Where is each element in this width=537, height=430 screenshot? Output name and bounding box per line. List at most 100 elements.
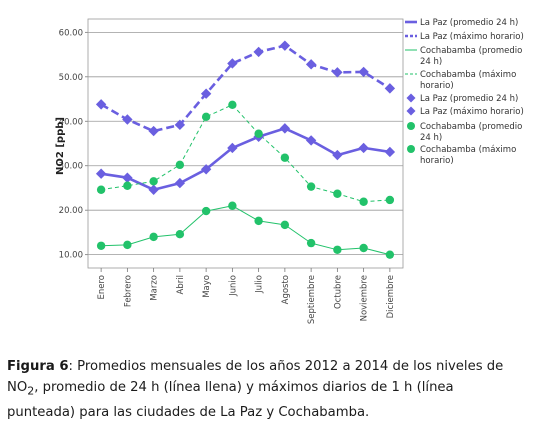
x-tick-label: Septiembre: [307, 275, 317, 324]
data-point: [174, 177, 186, 189]
legend-swatch: [407, 145, 415, 153]
y-tick-labels: 10.00 20.00 30.00 40.00 50.00 60.00: [59, 28, 83, 260]
y-tick-label: 20.00: [59, 206, 83, 216]
y-tick-label: 50.00: [59, 73, 83, 83]
legend-label: Cochabamba (promedio 24 h): [420, 122, 522, 143]
legend-item: La Paz (máximo horario): [405, 32, 524, 42]
y-tick-label: 10.00: [59, 251, 83, 261]
y-tick-label: 60.00: [59, 28, 83, 38]
legend-item: La Paz (promedio 24 h): [405, 18, 518, 28]
legend-item: Cochabamba (máximo horario): [407, 145, 516, 166]
data-point: [333, 245, 342, 254]
data-point: [384, 83, 396, 94]
data-point: [358, 66, 369, 78]
figure-caption: Figura 6: Promedios mensuales de los año…: [7, 356, 512, 423]
legend: La Paz (promedio 24 h) La Paz (máximo hor…: [405, 18, 524, 166]
data-point: [96, 185, 106, 194]
data-point: [332, 149, 343, 161]
data-point: [175, 230, 185, 239]
data-point: [254, 129, 263, 138]
data-point: [333, 189, 342, 198]
data-point: [201, 206, 211, 216]
data-point: [358, 142, 369, 154]
legend-item: Cochabamba (promedio 24 h): [407, 122, 522, 143]
y-tick-label: 30.00: [59, 162, 83, 172]
data-point: [175, 160, 185, 170]
data-point: [200, 164, 212, 175]
no2-line-chart: 10.00 20.00 30.00 40.00 50.00 60.00 Enero Febr…: [55, 18, 524, 324]
legend-swatch: [407, 122, 415, 130]
data-point: [306, 182, 316, 191]
caption-subscript: 2: [27, 384, 35, 398]
data-point: [305, 59, 317, 70]
x-tick-label: Abril: [176, 275, 186, 294]
legend-label: La Paz (promedio 24 h): [420, 18, 518, 28]
data-point: [122, 172, 133, 183]
legend-item: Cochabamba (máximo horario): [405, 70, 516, 91]
data-point: [359, 243, 368, 253]
series-markers: [95, 40, 396, 259]
x-tick-label: Julio: [255, 275, 265, 294]
x-tick-label: Mayo: [202, 275, 212, 298]
legend-label: La Paz (promedio 24 h): [420, 94, 518, 104]
x-tick-label: Junio: [228, 275, 238, 297]
caption-text-before: : Promedios mensuales de los años 2012 a…: [7, 359, 504, 395]
data-point: [280, 153, 290, 162]
data-point: [254, 216, 263, 226]
data-point: [332, 67, 343, 78]
x-tick-label: Febrero: [123, 275, 133, 307]
legend-label: La Paz (máximo horario): [420, 32, 524, 42]
data-point: [279, 123, 291, 134]
data-point: [123, 240, 132, 250]
data-point: [227, 58, 238, 69]
legend-label: Cochabamba (máximo horario): [420, 145, 516, 166]
data-point: [148, 184, 159, 195]
legend-swatch: [406, 106, 416, 116]
legend-label: La Paz (máximo horario): [420, 107, 524, 117]
data-point: [148, 125, 159, 137]
data-point: [359, 197, 368, 206]
series-line: [101, 205, 391, 256]
gridlines: [88, 31, 403, 256]
data-point: [200, 88, 212, 99]
data-point: [385, 195, 395, 205]
legend-label: Cochabamba (máximo horario): [420, 70, 516, 91]
data-point: [306, 238, 316, 248]
data-point: [305, 135, 317, 146]
plot-frame: [87, 18, 404, 269]
data-point: [228, 201, 237, 210]
x-tick-label: Diciembre: [386, 275, 396, 318]
x-tick-label: Marzo: [150, 275, 160, 301]
data-point: [122, 114, 133, 125]
data-point: [385, 250, 395, 259]
data-point: [149, 232, 158, 242]
data-point: [149, 177, 158, 186]
data-point: [95, 99, 107, 110]
axes: [85, 18, 404, 272]
data-point: [174, 119, 186, 131]
x-tick-label: Enero: [97, 275, 107, 300]
y-axis-label: NO2 [ppb]: [55, 117, 66, 175]
legend-item: Cochabamba (promedio 24 h): [405, 46, 522, 67]
legend-label: Cochabamba (promedio 24 h): [420, 46, 522, 67]
x-tick-labels: Enero Febrero Marzo Abril Mayo Junio Julio Agos…: [97, 275, 396, 324]
x-tick-label: Noviembre: [360, 275, 370, 321]
series-lines: [100, 44, 391, 256]
y-tick-label: 40.00: [59, 117, 83, 127]
data-point: [228, 100, 237, 110]
data-point: [280, 220, 290, 230]
caption-text-after: , promedio de 24 h (línea llena) y máxim…: [7, 380, 454, 420]
data-point: [123, 181, 132, 190]
data-point: [96, 241, 106, 250]
legend-item: La Paz (promedio 24 h): [406, 93, 518, 104]
data-point: [253, 46, 264, 58]
data-point: [227, 142, 238, 154]
legend-swatch: [406, 93, 416, 103]
data-point: [279, 40, 291, 51]
series-line: [100, 127, 391, 191]
data-point: [95, 168, 107, 179]
series-line: [100, 44, 391, 133]
legend-item: La Paz (máximo horario): [406, 106, 524, 117]
x-tick-label: Agosto: [281, 275, 291, 304]
data-point: [384, 146, 396, 158]
